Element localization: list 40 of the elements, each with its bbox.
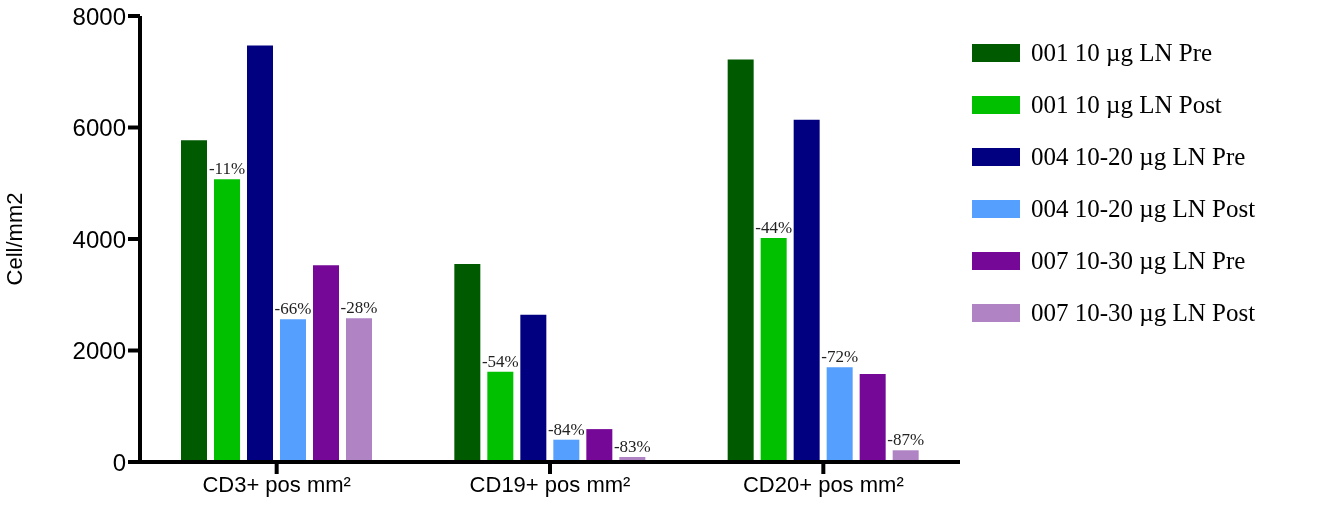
bar [520, 314, 547, 462]
annotation: -87% [887, 430, 925, 450]
bar [247, 45, 273, 462]
y-tick-label: 0 [112, 448, 126, 476]
annotation: -54% [481, 351, 519, 371]
annotation: -83% [613, 436, 651, 456]
annotation: -44% [755, 217, 793, 237]
bar [346, 318, 372, 462]
bar [454, 264, 481, 462]
y-tick-label: 6000 [72, 114, 126, 142]
legend-label: 007 10-30 µg LN Pre [1031, 247, 1246, 275]
bar [586, 429, 613, 462]
annotation: -72% [821, 347, 859, 367]
bar [859, 373, 886, 462]
legend-label: 001 10 µg LN Post [1031, 91, 1222, 119]
y-tick-label: 4000 [72, 225, 126, 253]
bar [793, 119, 820, 462]
x-tick-label: CD19+ pos mm² [469, 471, 631, 497]
bar [826, 367, 853, 462]
legend-label: 004 10-20 µg LN Post [1031, 195, 1256, 223]
annotation: -84% [547, 419, 585, 439]
legend-label: 007 10-30 µg LN Post [1031, 299, 1256, 327]
y-axis-title: Cell/mm2 [1, 192, 27, 286]
bar [760, 237, 787, 462]
y-tick-label: 8000 [72, 2, 126, 30]
bar [487, 371, 514, 462]
legend-label: 001 10 µg LN Pre [1031, 39, 1213, 67]
y-tick-label: 2000 [72, 337, 126, 365]
annotation: -28% [340, 298, 378, 318]
bar [313, 265, 339, 462]
x-tick-label: CD20+ pos mm² [742, 471, 904, 497]
bar [214, 179, 240, 462]
annotation: -11% [208, 159, 246, 179]
bar [280, 319, 306, 462]
bar [727, 59, 754, 462]
legend-label: 004 10-20 µg LN Pre [1031, 143, 1246, 171]
x-tick-label: CD3+ pos mm² [202, 471, 351, 497]
bar [553, 439, 580, 462]
annotation: -66% [274, 299, 312, 319]
bar [181, 140, 207, 462]
